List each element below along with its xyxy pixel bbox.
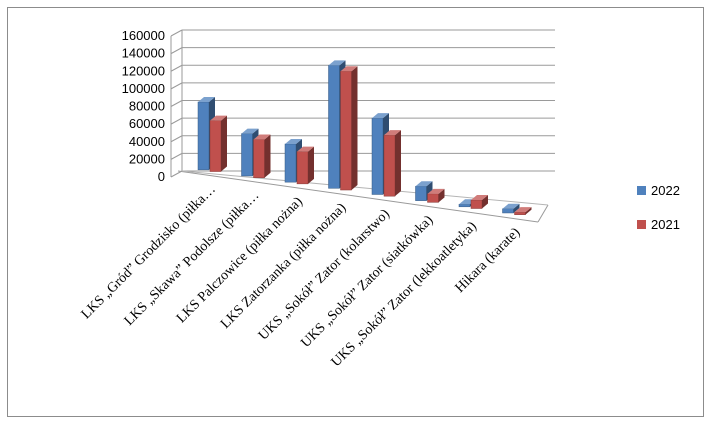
bar-top-2022-4 — [328, 60, 346, 66]
bar-top-2022-1 — [198, 96, 215, 102]
y-tick-label: 60000 — [129, 116, 165, 131]
bar-top-2022-8 — [502, 203, 520, 209]
bar-side-2021-8 — [525, 207, 532, 215]
legend-label-2021: 2021 — [651, 217, 680, 232]
y-tick-label: 0 — [158, 169, 165, 184]
legend-swatch-2021 — [637, 220, 646, 229]
bar-top-2021-5 — [384, 130, 401, 136]
left-wall-gridline — [170, 29, 183, 37]
floor — [171, 171, 548, 213]
bar-top-2021-2 — [253, 134, 271, 140]
left-wall-gridline — [170, 152, 183, 160]
bar-2022-1 — [197, 101, 210, 171]
bar-2021-8 — [514, 211, 526, 215]
bar-side-2021-4 — [351, 66, 358, 191]
bar-2021-2 — [253, 139, 265, 178]
floor-back-edge — [181, 170, 549, 206]
left-wall-gridline — [170, 135, 183, 143]
bar-side-2021-2 — [264, 134, 271, 178]
chart-border — [7, 7, 704, 417]
y-tick-label: 80000 — [129, 99, 165, 114]
bar-2021-7 — [470, 199, 483, 209]
floor-front-edge — [177, 170, 539, 223]
bar-2022-8 — [502, 208, 514, 214]
bar-2021-3 — [296, 151, 309, 185]
bar-2021-4 — [340, 71, 352, 191]
bar-top-2022-3 — [285, 138, 302, 144]
y-tick-label: 160000 — [122, 28, 165, 43]
legend-label-2022: 2022 — [651, 183, 680, 198]
bar-2022-3 — [284, 143, 297, 183]
bar-top-2022-5 — [372, 113, 389, 119]
chart-plot-area: 0 20000 40000 60000 80000 100000 120000 140000 1… — [79, 28, 555, 370]
left-wall-gridline — [170, 47, 183, 55]
legend: 2022 2021 — [637, 183, 680, 232]
bar-side-2022-8 — [513, 203, 520, 213]
bar-top-2021-3 — [297, 146, 314, 152]
y-tick-label: 140000 — [122, 46, 165, 61]
bar-top-2021-6 — [427, 188, 445, 194]
bar-2021-6 — [427, 193, 439, 203]
left-wall-gridline — [170, 117, 183, 125]
bar-top-2021-1 — [210, 115, 227, 121]
y-tick-label: 40000 — [129, 134, 165, 149]
bar-top-2021-7 — [471, 195, 488, 201]
bar-2021-5 — [383, 134, 396, 197]
bar-top-2021-8 — [514, 207, 532, 213]
bar-2022-2 — [241, 133, 253, 177]
bar-2022-6 — [415, 185, 427, 201]
y-tick-label: 20000 — [129, 151, 165, 166]
bar-top-2022-6 — [415, 181, 433, 187]
bar-2022-7 — [458, 204, 471, 208]
left-wall-gridline — [170, 170, 183, 178]
y-tick-label: 120000 — [122, 63, 165, 78]
bar-side-2021-7 — [482, 195, 488, 209]
floor-right-edge — [537, 204, 549, 223]
bar-top-2021-4 — [340, 66, 358, 72]
y-tick-label: 100000 — [122, 81, 165, 96]
left-wall-gridline — [170, 82, 183, 90]
bar-side-2021-6 — [438, 188, 445, 203]
bar-side-2021-3 — [308, 146, 314, 184]
left-wall-gridline — [170, 100, 183, 107]
bar-2021-1 — [209, 120, 222, 172]
bar-2022-4 — [328, 65, 340, 189]
left-wall-gridline — [170, 64, 183, 72]
bar-top-2022-2 — [241, 128, 259, 134]
bar-side-2021-5 — [395, 130, 401, 197]
bar-2022-5 — [371, 117, 384, 195]
bar-side-2021-1 — [221, 115, 227, 172]
legend-swatch-2022 — [637, 186, 646, 195]
